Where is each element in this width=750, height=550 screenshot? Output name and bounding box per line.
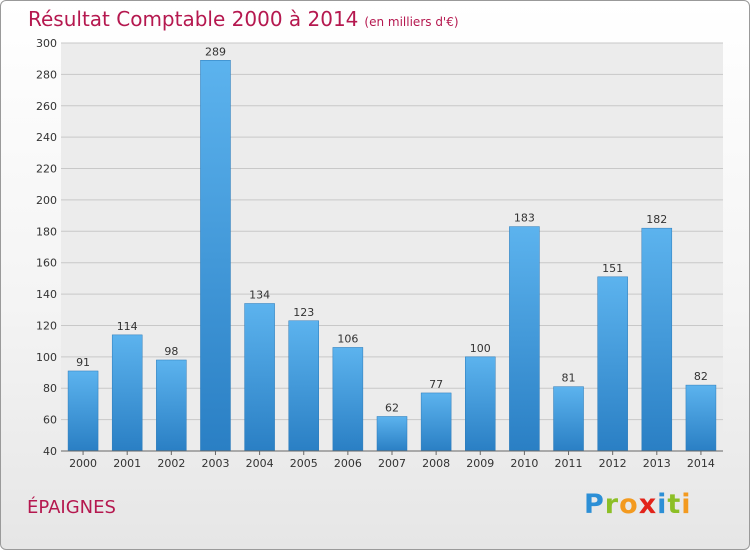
logo-letter: P — [584, 489, 605, 520]
data-label: 77 — [429, 378, 443, 391]
bar-2008 — [420, 392, 452, 452]
y-tick-label: 160 — [36, 257, 57, 270]
x-tick-label: 2003 — [201, 457, 229, 470]
y-tick-label: 200 — [36, 194, 57, 207]
y-tick-label: 280 — [36, 68, 57, 81]
x-tick-label: 2004 — [246, 457, 274, 470]
bar-2007 — [376, 416, 408, 452]
y-tick-label: 220 — [36, 163, 57, 176]
y-tick-label: 180 — [36, 225, 57, 238]
bar-2011 — [553, 386, 584, 452]
x-axis-labels: 2000 2001 2002 2003 2004 2005 2006 2007 2008 2009… — [69, 451, 715, 470]
chart-title: Résultat Comptable 2000 à 2014 (en millie… — [28, 7, 459, 31]
data-label: 81 — [562, 372, 576, 385]
bar-2005 — [288, 320, 319, 452]
bar-2009 — [465, 356, 496, 452]
chart-title-text: Résultat Comptable 2000 à 2014 — [28, 7, 359, 31]
x-tick-label: 2000 — [69, 457, 97, 470]
bar-2000 — [67, 370, 99, 452]
data-label: 123 — [293, 306, 314, 319]
y-tick-label: 260 — [36, 100, 57, 113]
x-tick-label: 2012 — [599, 457, 627, 470]
data-label: 134 — [249, 288, 270, 301]
logo-letter: o — [619, 489, 639, 520]
data-label: 100 — [470, 342, 491, 355]
y-tick-label: 80 — [43, 382, 57, 395]
data-labels: 91 114 98 289 134 123 106 62 77 100 183 81 151 182 82 — [76, 45, 708, 414]
x-tick-label: 2008 — [422, 457, 450, 470]
y-tick-label: 40 — [43, 445, 57, 458]
place-name: ÉPAIGNES — [27, 497, 116, 518]
bar-2006 — [332, 347, 364, 452]
bar-2001 — [111, 334, 143, 452]
data-label: 98 — [164, 345, 178, 358]
x-tick-label: 2011 — [555, 457, 583, 470]
y-tick-label: 60 — [43, 414, 57, 427]
bar-2003 — [200, 60, 231, 452]
bar-2002 — [156, 359, 187, 452]
bar-2004 — [244, 303, 275, 452]
bar-2013 — [641, 227, 673, 452]
y-tick-label: 100 — [36, 351, 57, 364]
y-tick-label: 120 — [36, 319, 57, 332]
proxiti-logo: Proxiti — [584, 489, 692, 520]
data-label: 183 — [514, 212, 535, 225]
x-tick-label: 2010 — [510, 457, 538, 470]
x-tick-label: 2001 — [113, 457, 141, 470]
logo-letter: i — [657, 489, 668, 520]
y-tick-label: 140 — [36, 288, 57, 301]
logo-letter: x — [638, 489, 658, 520]
logo-letter: i — [681, 489, 692, 520]
data-label: 114 — [117, 320, 138, 333]
x-tick-label: 2005 — [290, 457, 318, 470]
x-tick-label: 2006 — [334, 457, 362, 470]
y-axis-labels: 40 60 80 100 120 140 160 180 200 220 240 260 280 300 — [36, 37, 57, 458]
data-label: 62 — [385, 401, 399, 414]
x-tick-label: 2007 — [378, 457, 406, 470]
x-tick-label: 2009 — [466, 457, 494, 470]
bar-2012 — [597, 276, 628, 452]
y-tick-label: 300 — [36, 37, 57, 50]
data-label: 106 — [337, 332, 358, 345]
chart-subtitle: (en milliers d'€) — [364, 15, 459, 29]
data-label: 91 — [76, 356, 90, 369]
bars — [67, 60, 717, 452]
data-label: 151 — [602, 262, 623, 275]
data-label: 82 — [694, 370, 708, 383]
bar-2014 — [685, 384, 717, 452]
logo-letter: t — [667, 489, 682, 520]
x-tick-label: 2002 — [157, 457, 185, 470]
bar-2010 — [509, 226, 540, 452]
x-tick-label: 2014 — [687, 457, 715, 470]
logo-letter: r — [604, 489, 620, 520]
data-label: 289 — [205, 45, 226, 58]
x-tick-label: 2013 — [643, 457, 671, 470]
data-label: 182 — [646, 213, 667, 226]
y-tick-label: 240 — [36, 131, 57, 144]
